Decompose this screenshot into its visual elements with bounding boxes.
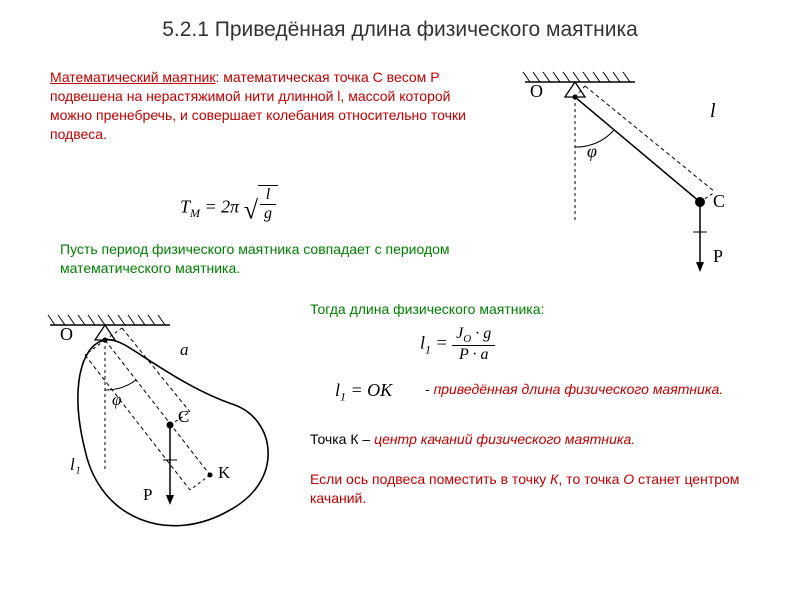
p6-c: , то точка	[558, 471, 623, 487]
p5-b: центр качаний физического маятника.	[374, 431, 635, 447]
diagram-physical-pendulum: O a φ C K P l₁	[30, 300, 320, 560]
para-reduced-length: - приведённая длина физического маятника…	[425, 380, 745, 399]
p4-dash: -	[425, 381, 434, 397]
d2-label-O: O	[60, 324, 73, 344]
para-coincide: Пусть период физического маятника совпад…	[60, 240, 460, 278]
diagram-simple-pendulum: O l φ C P	[515, 62, 775, 287]
formula-l1: l1 = JO · g P · a	[420, 325, 495, 364]
f2-sub: 1	[425, 342, 431, 356]
d2-label-P: P	[143, 485, 152, 504]
d1-label-P: P	[713, 246, 723, 266]
d1-label-O: O	[530, 81, 543, 101]
p6-a: Если ось подвеса поместить в точку	[310, 471, 550, 487]
f1-lhs: T	[180, 197, 190, 217]
p6-d: О	[623, 471, 634, 487]
para-point-k: Точка К – центр качаний физического маят…	[310, 430, 770, 449]
para-math-pendulum: Математический маятник: математическая т…	[50, 68, 470, 144]
f1-eq: = 2π	[200, 197, 239, 217]
f1-sub: M	[190, 206, 200, 220]
d1-label-l: l	[710, 100, 716, 122]
p4-text: приведённая длина физического маятника.	[434, 381, 724, 397]
formula-l1-ok: l1 = OK	[335, 380, 392, 405]
f1-den: g	[260, 205, 276, 223]
d1-label-phi: φ	[587, 141, 597, 161]
d2-label-a: a	[180, 340, 189, 359]
d1-label-C: C	[713, 191, 725, 211]
d2-label-K: K	[218, 463, 231, 482]
formula-period: TM = 2π √ l g	[180, 185, 278, 226]
lead-term: Математический маятник	[50, 69, 216, 85]
f1-num: l	[260, 186, 276, 205]
d2-label-l1: l₁	[70, 455, 81, 474]
f2-den: P · a	[452, 346, 495, 364]
para-axis-swap: Если ось подвеса поместить в точку К, то…	[310, 470, 750, 508]
para-then-length: Тогда длина физического маятника:	[310, 300, 670, 319]
f2-num: JO · g	[452, 325, 495, 346]
page-title: 5.2.1 Приведённая длина физического маят…	[0, 0, 800, 50]
d2-label-phi: φ	[112, 390, 121, 409]
d2-label-C: C	[178, 407, 189, 426]
